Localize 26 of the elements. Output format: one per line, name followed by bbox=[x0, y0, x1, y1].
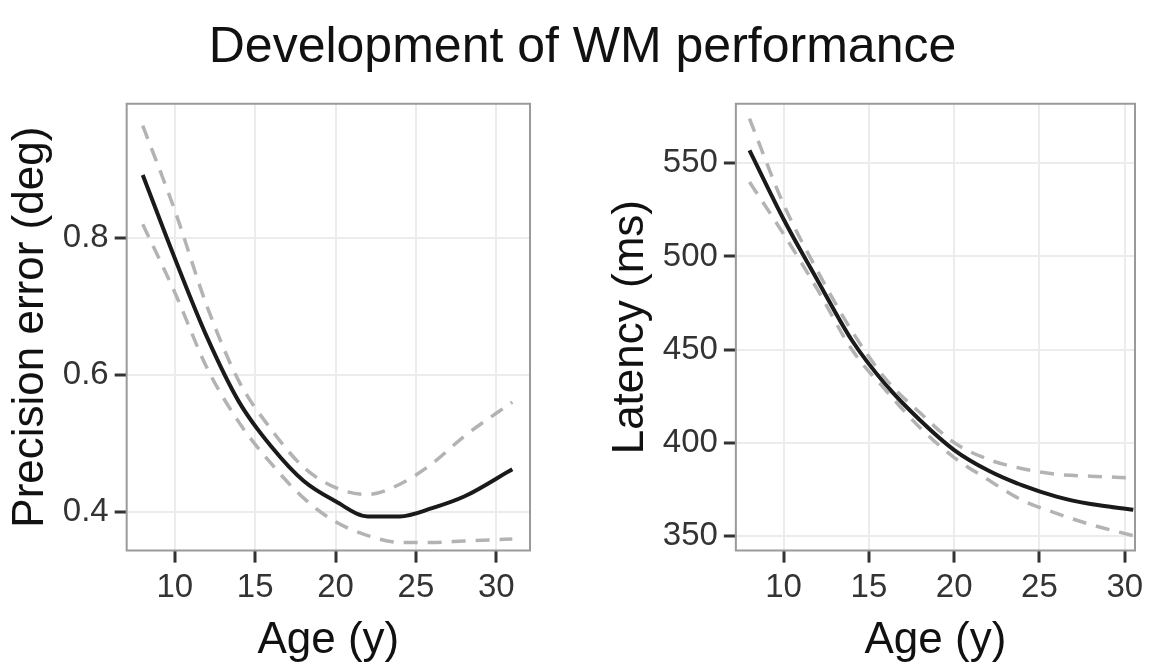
line-series bbox=[140, 222, 515, 545]
chart-title: Development of WM performance bbox=[207, 16, 958, 75]
y-tick-label: 550 bbox=[662, 142, 718, 180]
x-tick-label: 15 bbox=[850, 567, 888, 605]
y-axis-title: Latency (ms) bbox=[602, 200, 652, 455]
y-tick-label: 0.6 bbox=[62, 353, 109, 391]
line-series bbox=[140, 172, 515, 519]
x-tick-label: 25 bbox=[397, 567, 435, 605]
y-tick-label: 350 bbox=[662, 514, 718, 552]
x-tick-label: 15 bbox=[236, 567, 274, 605]
y-axis-title: Precision error (deg) bbox=[2, 126, 52, 528]
y-tick-label: 450 bbox=[662, 328, 718, 366]
x-tick-label: 20 bbox=[317, 567, 354, 605]
y-tick-label: 500 bbox=[662, 235, 718, 273]
x-axis-title: Age (y) bbox=[864, 612, 1007, 662]
x-tick-label: 20 bbox=[935, 567, 973, 605]
x-tick-label: 25 bbox=[1021, 567, 1058, 605]
y-tick-label: 400 bbox=[662, 421, 718, 459]
x-tick-label: 30 bbox=[1106, 567, 1144, 605]
y-tick-label: 0.4 bbox=[62, 490, 109, 528]
y-tick-label: 0.8 bbox=[62, 217, 109, 254]
x-tick-label: 30 bbox=[477, 567, 515, 605]
x-tick-label: 10 bbox=[765, 567, 802, 605]
line-series bbox=[140, 123, 515, 497]
x-axis-title: Age (y) bbox=[257, 612, 400, 662]
x-tick-label: 10 bbox=[156, 567, 194, 605]
